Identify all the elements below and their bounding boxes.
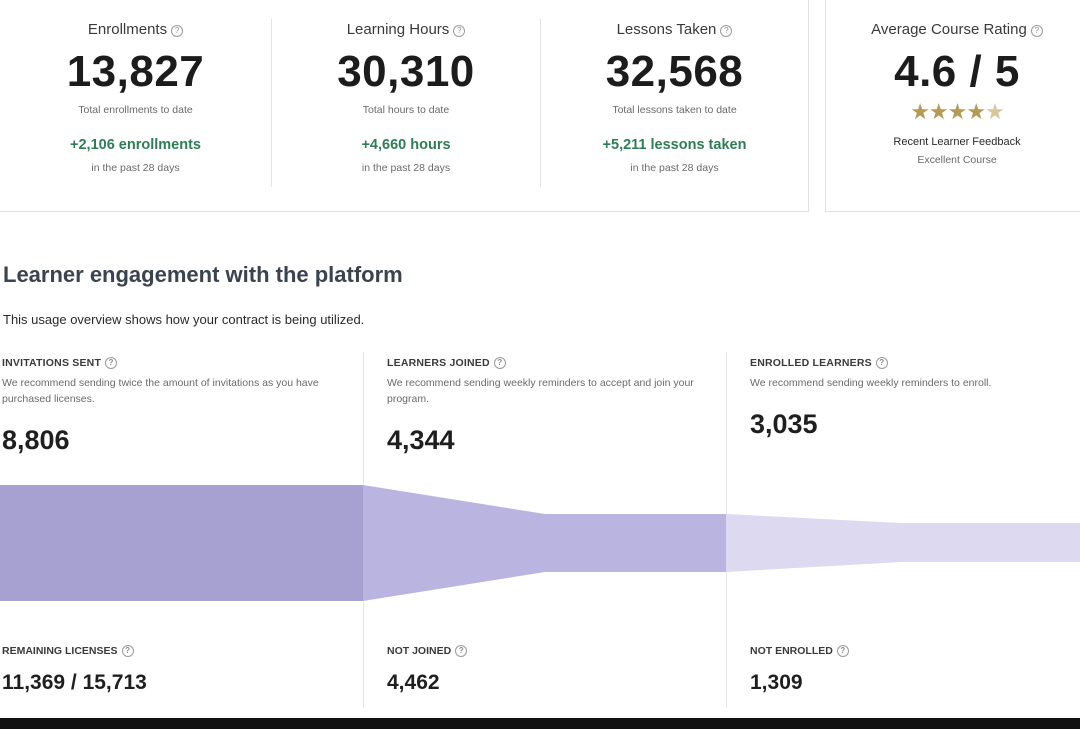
learners-joined-label: LEARNERS JOINED? (387, 357, 712, 369)
lessons-taken-sub: Total lessons taken to date (612, 104, 737, 116)
help-icon[interactable]: ? (493, 357, 506, 369)
lessons-taken-value: 32,568 (605, 47, 744, 96)
remaining-licenses-label: REMAINING LICENSES? (2, 645, 134, 657)
rating-value: 4.6 / 5 (894, 47, 1020, 96)
help-icon[interactable]: ? (105, 357, 118, 369)
help-icon[interactable]: ? (455, 645, 468, 657)
lessons-taken-delta: +5,211 lessons taken (602, 137, 747, 153)
learning-hours-sub: Total hours to date (362, 104, 450, 116)
funnel-invitations-segment (0, 485, 363, 601)
help-icon[interactable]: ? (875, 357, 888, 369)
invitations-sent-column: INVITATIONS SENT? We recommend sending t… (2, 357, 347, 407)
learning-hours-period: in the past 28 days (361, 162, 451, 174)
feedback-label: Recent Learner Feedback (893, 136, 1021, 148)
engagement-funnel (0, 485, 1080, 601)
not-joined-label: NOT JOINED? (387, 645, 468, 657)
section-description: This usage overview shows how your contr… (3, 312, 365, 327)
learners-joined-column: LEARNERS JOINED? We recommend sending we… (387, 357, 712, 407)
enrollments-sub: Total enrollments to date (78, 104, 193, 116)
enrolled-learners-help: We recommend sending weekly reminders to… (750, 377, 992, 389)
lessons-taken-period: in the past 28 days (630, 162, 719, 174)
help-icon[interactable]: ? (836, 645, 849, 657)
section-heading: Learner engagement with the platform (3, 262, 403, 287)
feedback-verdict: Excellent Course (917, 154, 997, 166)
not-enrolled-label: NOT ENROLLED? (750, 645, 849, 657)
rating-stat: Average Course Rating? 4.6 / 5 ★★★★★ Rec… (826, 0, 1080, 189)
lessons-taken-title: Lessons Taken? (541, 21, 808, 38)
rating-card: Average Course Rating? 4.6 / 5 ★★★★★ Rec… (825, 0, 1080, 212)
stats-card: Enrollments? 13,827 Total enrollments to… (0, 0, 809, 212)
star-rating-icon: ★★★★★ (910, 99, 1005, 124)
enrolled-learners-column: ENROLLED LEARNERS? We recommend sending … (750, 357, 1070, 391)
learners-joined-help: We recommend sending weekly reminders to… (387, 377, 694, 405)
enrollments-period: in the past 28 days (91, 162, 180, 174)
lessons-taken-stat: Lessons Taken? 32,568 Total lessons take… (541, 0, 808, 189)
enrollments-title: Enrollments? (0, 21, 271, 38)
learning-hours-title: Learning Hours? (272, 21, 540, 38)
invitations-sent-value: 8,806 (2, 425, 70, 455)
stat-divider (540, 19, 541, 187)
not-enrolled-value: 1,309 (750, 671, 803, 694)
help-icon[interactable]: ? (453, 25, 466, 37)
learners-joined-value: 4,344 (387, 425, 455, 455)
bottom-edge-bar (0, 718, 1080, 729)
invitations-sent-label: INVITATIONS SENT? (2, 357, 347, 369)
enrollments-stat: Enrollments? 13,827 Total enrollments to… (0, 0, 271, 189)
rating-title: Average Course Rating? (826, 21, 1080, 38)
help-icon[interactable]: ? (1030, 25, 1043, 37)
enrolled-learners-label: ENROLLED LEARNERS? (750, 357, 1070, 369)
funnel-enrolled-segment (726, 514, 1080, 572)
funnel-joined-segment (363, 485, 726, 601)
learning-hours-stat: Learning Hours? 30,310 Total hours to da… (272, 0, 540, 189)
enrollments-value: 13,827 (66, 47, 205, 96)
enrollments-delta: +2,106 enrollments (70, 137, 201, 153)
help-icon[interactable]: ? (171, 25, 184, 37)
half-star-icon: ★ (985, 99, 1005, 124)
help-icon[interactable]: ? (720, 25, 733, 37)
enrolled-learners-value: 3,035 (750, 409, 818, 439)
learning-hours-delta: +4,660 hours (361, 137, 451, 153)
learning-hours-value: 30,310 (337, 47, 475, 96)
invitations-sent-help: We recommend sending twice the amount of… (2, 377, 319, 405)
help-icon[interactable]: ? (121, 645, 134, 657)
remaining-licenses-value: 11,369 / 15,713 (2, 671, 147, 694)
not-joined-value: 4,462 (387, 671, 440, 694)
stat-divider (271, 19, 272, 187)
